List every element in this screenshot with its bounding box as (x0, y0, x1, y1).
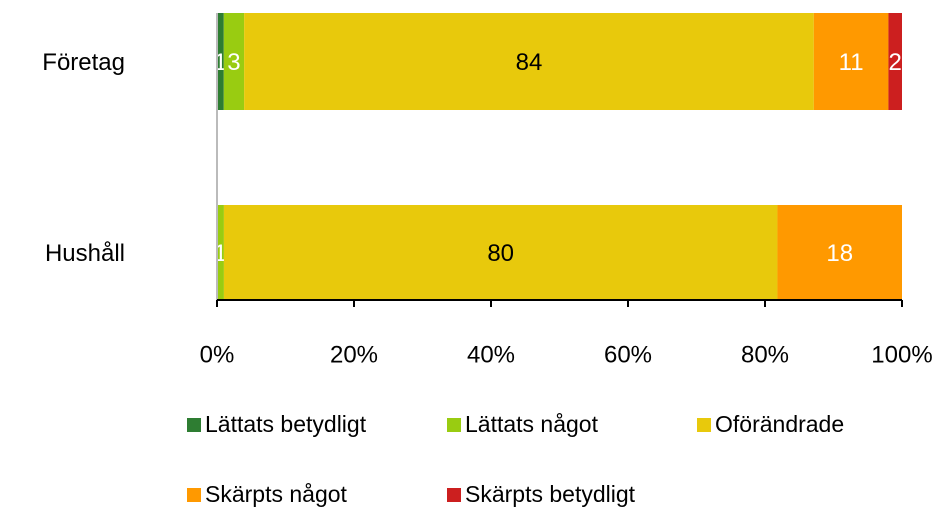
legend-swatch (447, 418, 461, 432)
legend-label: Oförändrade (715, 411, 844, 437)
legend-label: Skärpts betydligt (465, 481, 636, 507)
x-tick-label: 40% (467, 341, 515, 368)
legend-swatch (187, 418, 201, 432)
bar-segment (217, 205, 224, 300)
x-tick-label: 20% (330, 341, 378, 368)
data-label: 11 (839, 49, 864, 76)
data-label: 2 (889, 49, 902, 76)
legend-swatch (697, 418, 711, 432)
data-label: 84 (516, 49, 543, 76)
bar-segment (777, 205, 902, 300)
legend-label: Skärpts något (205, 481, 348, 507)
bar-segment (217, 13, 224, 110)
y-tick-label: Hushåll (45, 240, 125, 267)
bar-segment (244, 13, 814, 110)
bar-segment (223, 13, 245, 110)
y-tick-label: Företag (42, 49, 125, 76)
x-tick-label: 80% (741, 341, 789, 368)
data-label: 18 (826, 240, 853, 267)
bar-segment (813, 13, 889, 110)
legend-label: Lättats betydligt (205, 411, 367, 437)
x-tick-label: 0% (200, 341, 235, 368)
legend-swatch (447, 488, 461, 502)
data-label: 80 (487, 240, 514, 267)
data-label: 3 (227, 49, 240, 76)
legend-label: Lättats något (465, 411, 599, 437)
x-tick-label: 100% (871, 341, 932, 368)
legend-swatch (187, 488, 201, 502)
x-tick-label: 60% (604, 341, 652, 368)
bar-segment (888, 13, 902, 110)
bar-segment (223, 205, 778, 300)
